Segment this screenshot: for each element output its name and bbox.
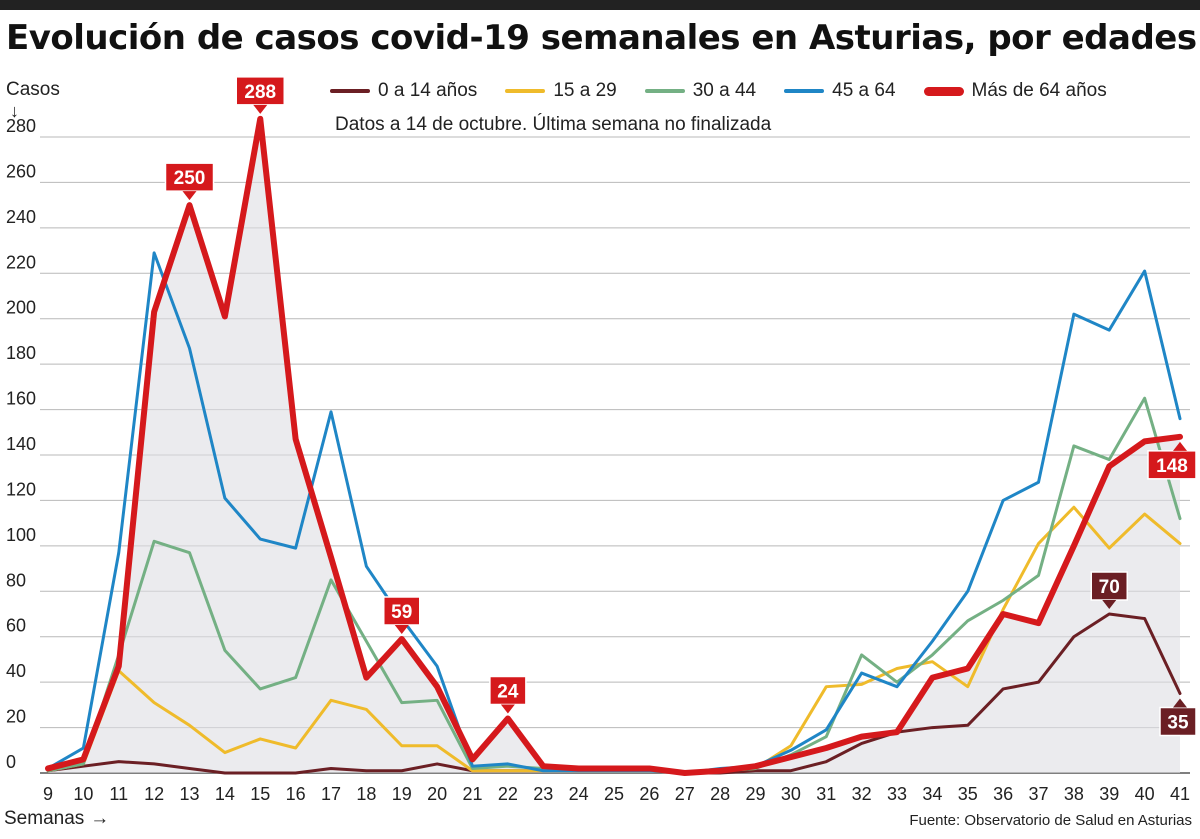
y-tick-label: 0	[6, 752, 16, 772]
y-tick-label: 220	[6, 252, 36, 272]
y-tick-label: 200	[6, 298, 36, 318]
callout-pointer	[500, 704, 515, 714]
chart-title: Evolución de casos covid-19 semanales en…	[6, 18, 1197, 58]
x-tick-label: 17	[321, 784, 341, 804]
callout-label: 148	[1156, 456, 1188, 477]
callout-148: 148	[1147, 441, 1197, 480]
y-tick-label: 20	[6, 707, 26, 727]
x-tick-label: 27	[675, 784, 695, 804]
callout-box	[1147, 450, 1197, 480]
x-tick-label: 25	[604, 784, 624, 804]
x-tick-label: 29	[745, 784, 765, 804]
arrow-right-icon: →	[90, 808, 110, 829]
x-tick-label: 24	[569, 784, 589, 804]
callout-59: 59	[383, 596, 421, 634]
source-note: Fuente: Observatorio de Salud en Asturia…	[909, 812, 1192, 829]
area-fill-mas64	[48, 118, 1180, 774]
callout-pointer	[253, 104, 268, 114]
x-tick-label: 40	[1135, 784, 1155, 804]
callout-label: 288	[244, 82, 276, 103]
x-tick-label: 39	[1099, 784, 1119, 804]
x-tick-label: 18	[356, 784, 376, 804]
legend-item-45a64: 45 a 64	[784, 80, 896, 102]
callout-label: 35	[1167, 713, 1189, 734]
x-tick-label: 33	[887, 784, 907, 804]
x-axis-label: Semanas →	[4, 808, 109, 830]
callout-70: 70	[1090, 571, 1128, 610]
callout-250: 250	[164, 162, 215, 201]
x-tick-label: 38	[1064, 784, 1084, 804]
callout-pointer	[182, 191, 197, 201]
callout-label: 59	[391, 602, 412, 623]
y-tick-label: 160	[6, 389, 36, 409]
x-tick-label: 30	[781, 784, 801, 804]
y-axis-label: Casos	[6, 79, 60, 100]
y-tick-label: 180	[6, 343, 36, 363]
legend-item-15a29: 15 a 29	[505, 80, 617, 102]
x-tick-label: 9	[43, 784, 53, 804]
legend-label-15a29: 15 a 29	[553, 80, 617, 101]
callout-pointer	[1102, 600, 1117, 610]
callout-24: 24	[489, 675, 527, 714]
legend-swatch-45a64	[784, 89, 825, 93]
x-tick-label: 37	[1028, 784, 1048, 804]
legend: 0 a 14 años 15 a 29 30 a 44 45 a 64 Más …	[330, 80, 1135, 102]
x-tick-label: 15	[250, 784, 270, 804]
x-tick-label: 36	[993, 784, 1013, 804]
x-tick-label: 35	[958, 784, 978, 804]
legend-swatch-15a29	[505, 89, 546, 93]
y-tick-label: 260	[6, 161, 36, 181]
callout-pointer	[394, 624, 409, 634]
callout-label: 250	[174, 168, 206, 189]
callout-35: 35	[1159, 698, 1197, 737]
callout-box	[1159, 706, 1197, 737]
arrow-down-icon: ↓	[10, 101, 19, 121]
x-tick-label: 13	[179, 784, 199, 804]
top-rule	[0, 0, 1200, 10]
y-tick-label: 120	[6, 479, 36, 499]
x-tick-label: 32	[852, 784, 872, 804]
x-tick-label: 31	[816, 784, 836, 804]
x-tick-label: 28	[710, 784, 730, 804]
y-tick-label: 80	[6, 570, 26, 590]
y-tick-label: 280	[6, 116, 36, 136]
x-tick-label: 34	[922, 784, 942, 804]
legend-label-mas64: Más de 64 años	[971, 80, 1107, 101]
legend-swatch-30a44	[644, 89, 685, 93]
x-tick-label: 11	[109, 784, 128, 804]
x-tick-label: 20	[427, 784, 447, 804]
x-tick-label: 23	[533, 784, 553, 804]
x-tick-label: 26	[639, 784, 659, 804]
x-tick-label: 22	[498, 784, 518, 804]
y-tick-label: 140	[6, 434, 36, 454]
callout-288: 288	[235, 76, 285, 114]
legend-item-mas64: Más de 64 años	[923, 80, 1107, 102]
x-tick-label: 10	[73, 784, 93, 804]
series-line-4	[45, 115, 1183, 776]
x-axis-label-text: Semanas	[4, 808, 85, 829]
x-tick-label: 14	[215, 784, 235, 804]
x-tick-label: 21	[462, 784, 482, 804]
x-tick-label: 41	[1170, 784, 1190, 804]
y-tick-label: 40	[6, 661, 26, 681]
x-tick-label: 16	[286, 784, 306, 804]
legend-label-45a64: 45 a 64	[832, 80, 896, 101]
legend-item-0a14: 0 a 14 años	[330, 80, 477, 102]
x-tick-label: 19	[392, 784, 412, 804]
y-tick-label: 240	[6, 207, 36, 227]
legend-label-0a14: 0 a 14 años	[378, 80, 478, 101]
legend-label-30a44: 30 a 44	[692, 80, 757, 101]
data-note: Datos a 14 de octubre. Última semana no …	[335, 114, 772, 135]
callout-label: 24	[497, 681, 519, 702]
callout-pointer	[1173, 441, 1187, 451]
callout-label: 70	[1099, 577, 1120, 598]
x-tick-label: 12	[144, 784, 164, 804]
y-tick-label: 60	[6, 616, 26, 636]
legend-swatch-0a14	[330, 89, 370, 93]
y-tick-label: 100	[6, 525, 36, 545]
legend-item-30a44: 30 a 44	[644, 80, 757, 102]
callout-pointer	[1173, 698, 1187, 708]
legend-swatch-mas64	[923, 86, 964, 96]
